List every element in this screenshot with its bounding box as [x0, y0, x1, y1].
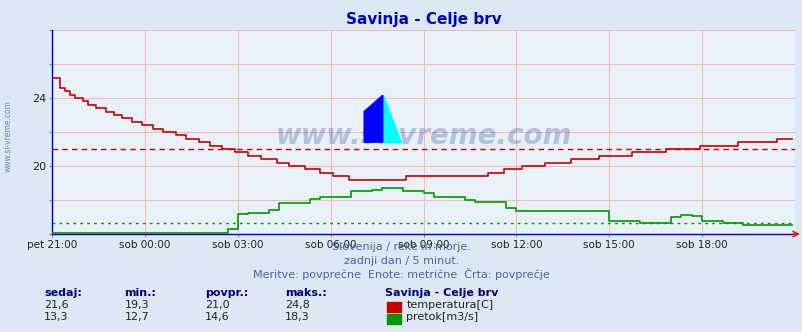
Text: www.si-vreme.com: www.si-vreme.com	[3, 100, 13, 172]
Text: www.si-vreme.com: www.si-vreme.com	[275, 122, 571, 150]
Text: Meritve: povprečne  Enote: metrične  Črta: povprečje: Meritve: povprečne Enote: metrične Črta:…	[253, 268, 549, 280]
Text: zadnji dan / 5 minut.: zadnji dan / 5 minut.	[343, 256, 459, 266]
Text: Slovenija / reke in morje.: Slovenija / reke in morje.	[332, 242, 470, 252]
Text: 14,6: 14,6	[205, 312, 229, 322]
Text: 21,0: 21,0	[205, 300, 229, 310]
Text: 18,3: 18,3	[285, 312, 310, 322]
Text: 21,6: 21,6	[44, 300, 69, 310]
Text: Savinja - Celje brv: Savinja - Celje brv	[385, 288, 498, 298]
Text: temperatura[C]: temperatura[C]	[406, 300, 492, 310]
Text: 13,3: 13,3	[44, 312, 69, 322]
Text: povpr.:: povpr.:	[205, 288, 248, 298]
Polygon shape	[363, 95, 401, 142]
Text: 24,8: 24,8	[285, 300, 310, 310]
Text: pretok[m3/s]: pretok[m3/s]	[406, 312, 478, 322]
Text: 19,3: 19,3	[124, 300, 149, 310]
Text: sedaj:: sedaj:	[44, 288, 82, 298]
Polygon shape	[363, 95, 383, 142]
Text: maks.:: maks.:	[285, 288, 326, 298]
Title: Savinja - Celje brv: Savinja - Celje brv	[346, 12, 500, 27]
Text: 12,7: 12,7	[124, 312, 149, 322]
Polygon shape	[383, 95, 401, 142]
Text: min.:: min.:	[124, 288, 156, 298]
